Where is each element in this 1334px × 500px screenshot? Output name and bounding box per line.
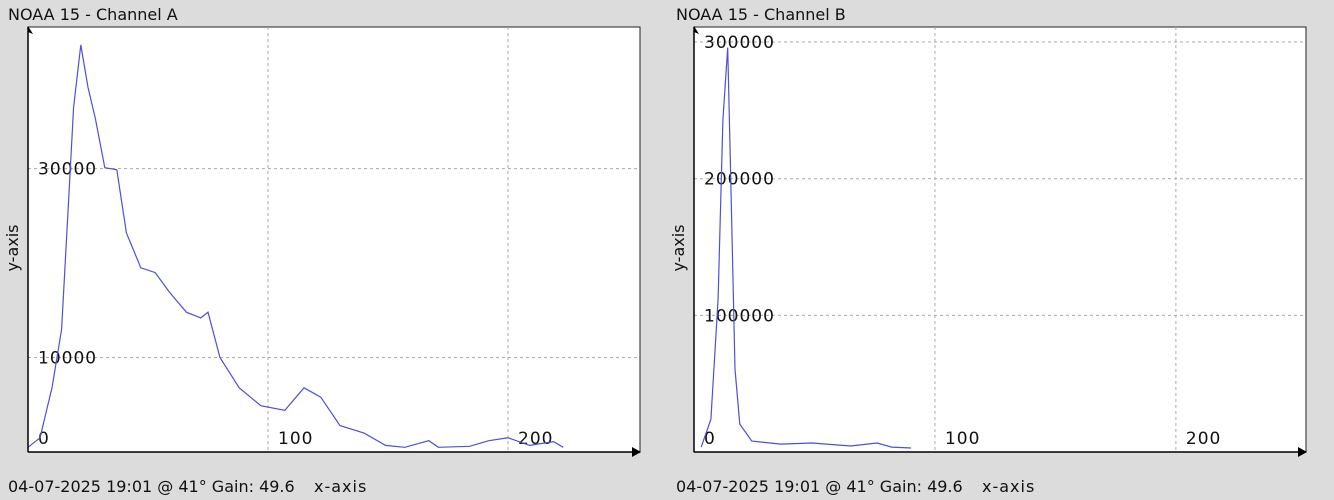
- x-tick-label: 200: [518, 429, 553, 449]
- y-tick-label: 10000: [38, 349, 97, 369]
- status-text: 04-07-2025 19:01 @ 41° Gain: 49.6: [676, 477, 963, 496]
- chart-title: NOAA 15 - Channel B: [676, 5, 846, 24]
- x-axis-arrow: [632, 447, 641, 457]
- status-text: 04-07-2025 19:01 @ 41° Gain: 49.6: [8, 477, 295, 496]
- x-tick-label: 100: [278, 429, 313, 449]
- x-tick-label: 0: [38, 429, 50, 449]
- x-axis-label: x-axis: [982, 477, 1035, 496]
- x-tick-label: 0: [704, 429, 716, 449]
- y-axis-label: y-axis: [669, 224, 688, 271]
- x-tick-label: 200: [1186, 429, 1221, 449]
- status-bg: [674, 474, 964, 498]
- chart-title: NOAA 15 - Channel A: [8, 5, 178, 24]
- plot-area: [27, 26, 641, 453]
- x-axis-label: x-axis: [314, 477, 367, 496]
- x-axis-arrow: [1298, 447, 1307, 457]
- y-axis-label: y-axis: [3, 224, 22, 271]
- chart-panel: NOAA 15 - Channel B 100000 200000 300000 0 10…: [669, 5, 1307, 498]
- data-line: [27, 44, 564, 448]
- data-line: [700, 47, 911, 449]
- y-tick-label: 200000: [704, 170, 775, 190]
- chart-panel: NOAA 15 - Channel A 10000 30000 0 100 200 y-ax…: [3, 5, 641, 498]
- plot-area: [693, 26, 1307, 453]
- status-bg: [6, 474, 296, 498]
- y-axis-arrow: [694, 26, 699, 34]
- y-axis-arrow: [28, 26, 33, 34]
- y-tick-label: 100000: [704, 306, 775, 326]
- y-tick-label: 300000: [704, 33, 775, 53]
- x-tick-label: 100: [945, 429, 980, 449]
- y-tick-label: 30000: [38, 160, 97, 180]
